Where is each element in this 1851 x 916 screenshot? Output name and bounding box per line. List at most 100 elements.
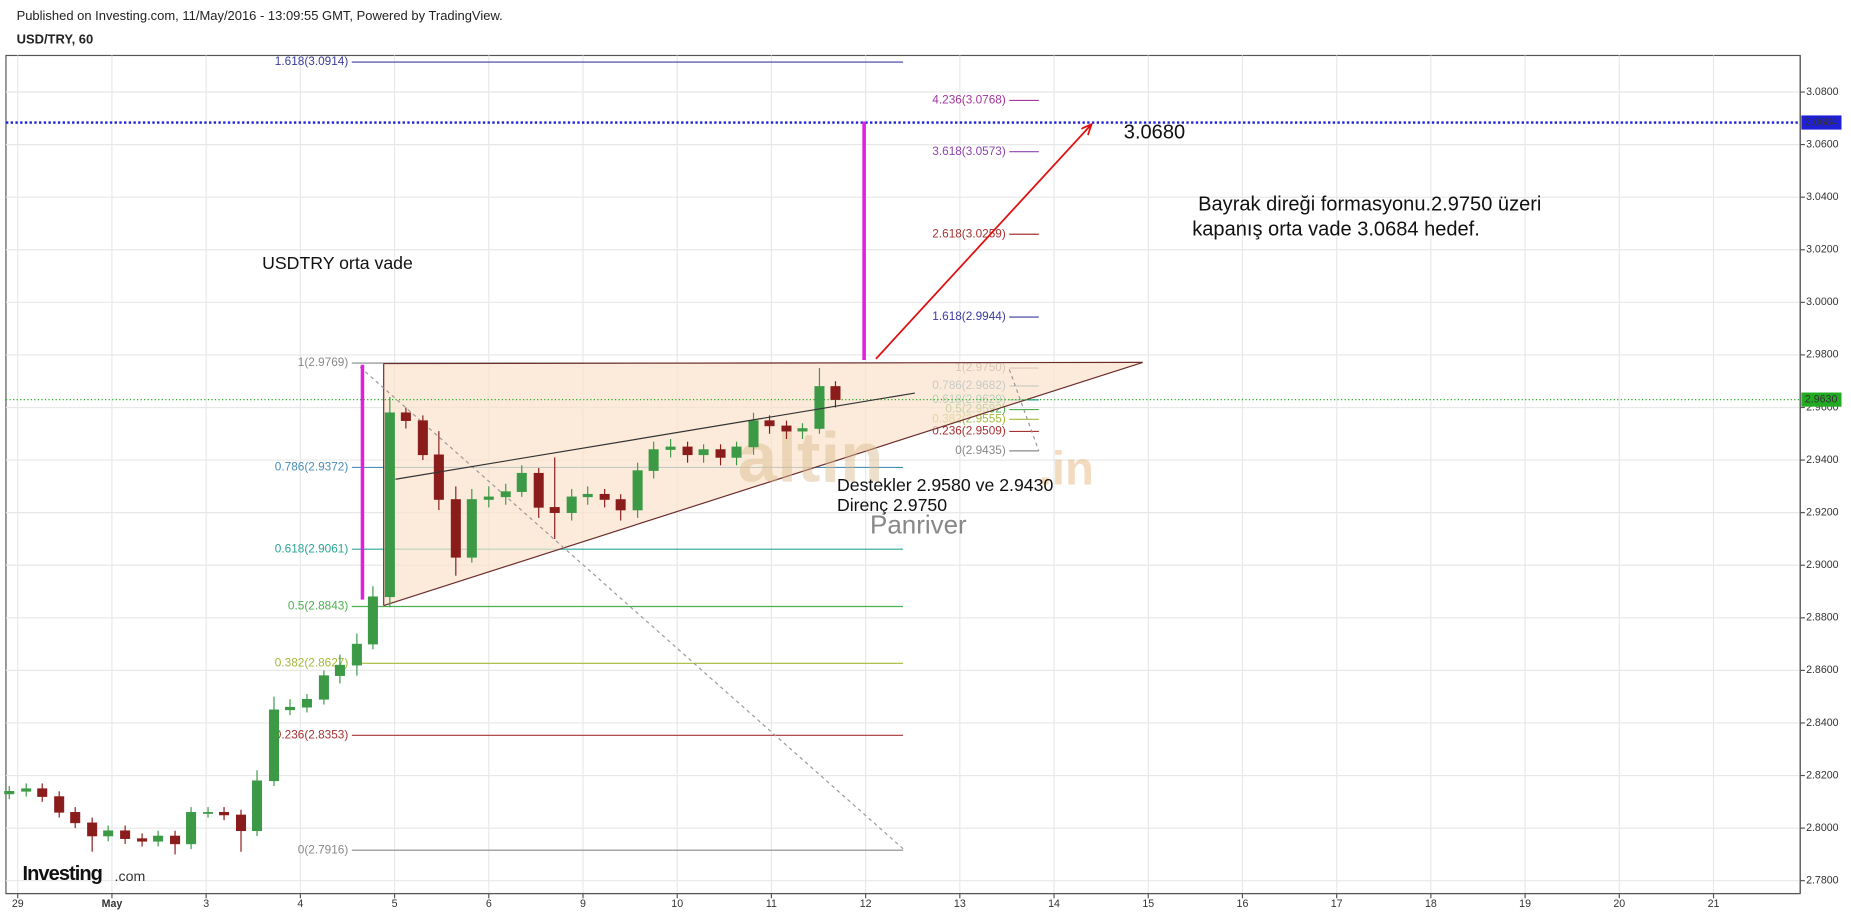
candle-body	[367, 596, 378, 645]
candle-body	[582, 493, 593, 498]
y-tick-label: 2.8800	[1806, 612, 1839, 624]
plot-frame	[5, 54, 1801, 895]
x-tick-label: 13	[954, 898, 966, 910]
candle-body	[748, 420, 759, 448]
fib-label: 0(2.9435)	[955, 443, 1006, 457]
target-arrow	[875, 125, 1091, 360]
y-tick-label: 2.9200	[1806, 506, 1839, 518]
annotation: 3.0680	[1124, 122, 1185, 144]
candle-body	[599, 493, 610, 500]
candle-body	[21, 788, 32, 792]
candle-body	[400, 412, 411, 421]
candle-body	[334, 664, 345, 676]
candle-body	[318, 675, 329, 700]
y-tick-label: 2.8200	[1806, 769, 1839, 781]
candle-body	[715, 449, 726, 458]
candle-body	[814, 386, 825, 429]
y-tick-label: 3.0800	[1806, 86, 1839, 98]
candle-body	[120, 830, 131, 839]
x-tick-label: 10	[671, 898, 683, 910]
fib-label: 0.236(2.8353)	[275, 727, 349, 741]
y-tick-label: 3.0000	[1806, 296, 1839, 308]
candle-body	[137, 838, 148, 842]
annotation: Direnç 2.9750	[837, 495, 947, 515]
price-label-box	[1801, 115, 1842, 130]
x-tick-label: 5	[392, 898, 398, 910]
drawings-under: altin .in	[359, 361, 1143, 850]
fib-label: 0.618(2.9061)	[275, 541, 349, 555]
candle-body	[516, 472, 527, 492]
x-tick-label: 18	[1425, 898, 1437, 910]
candle-body	[153, 835, 164, 842]
candle-body	[186, 812, 197, 845]
x-tick-label: 12	[860, 898, 872, 910]
candle-body	[466, 499, 477, 558]
price-lines	[5, 121, 1801, 401]
annotation: Destekler 2.9580 ve 2.9430	[837, 475, 1053, 495]
annotation: USDTRY orta vade	[262, 253, 413, 273]
candle-body	[203, 812, 214, 814]
x-tick-label: 4	[297, 898, 303, 910]
fib-label: 0.236(2.9509)	[932, 424, 1006, 438]
chart-title: USD/TRY, 60	[17, 32, 94, 47]
candle-body	[351, 643, 362, 666]
x-tick-label: 3	[203, 898, 209, 910]
candle-body	[252, 780, 263, 832]
x-tick-label: 6	[486, 898, 492, 910]
grid	[5, 55, 1801, 894]
candle-body	[4, 791, 15, 795]
price-label-box	[1801, 392, 1842, 407]
candle-body	[797, 428, 808, 432]
fib-diagonal	[1008, 369, 1040, 452]
candle-body	[37, 788, 48, 797]
candle-body	[533, 472, 544, 508]
trend-line	[395, 392, 915, 480]
candle-body	[682, 446, 693, 456]
watermark: .in	[1039, 443, 1094, 496]
x-tick-label: 20	[1613, 898, 1625, 910]
candle-body	[219, 812, 230, 816]
candle-body	[433, 454, 444, 500]
candle-body	[170, 835, 181, 845]
x-tick-label: 9	[580, 898, 586, 910]
y-tick-label: 2.9000	[1806, 559, 1839, 571]
candle-body	[731, 446, 742, 458]
candle-body	[648, 449, 659, 471]
candle-body	[500, 491, 511, 498]
candle-body	[235, 814, 247, 832]
y-tick-label: 2.7800	[1806, 875, 1839, 887]
subtitle: Published on Investing.com, 11/May/2016 …	[17, 8, 503, 23]
candle-body	[301, 699, 312, 708]
y-tick-label: 2.8400	[1806, 717, 1839, 729]
x-tick-label: 14	[1048, 898, 1060, 910]
candle-body	[549, 507, 560, 513]
candle-body	[268, 709, 280, 782]
fib-label: 0.5(2.8843)	[288, 599, 348, 613]
watermark: altin	[738, 418, 884, 497]
candle-body	[830, 386, 841, 400]
candle-body	[103, 830, 114, 837]
x-tick-label: 29	[12, 898, 24, 910]
flag-top	[383, 361, 1143, 365]
fib-label: 4.236(3.0768)	[932, 93, 1006, 107]
candle-body	[450, 499, 461, 558]
brand-logo: Investing	[22, 863, 102, 885]
x-tick-label: 17	[1331, 898, 1343, 910]
fib-diagonal	[359, 366, 904, 850]
axes: 29 May 3 4 5 6 9 10 11 12 13 14 15 16 17 18 19 20 21 2.7800…	[5, 55, 1842, 910]
drawings-over: USDTRY orta vade 3.0680 Bayrak direği fo…	[22, 121, 1541, 885]
fib-label: 0.786(2.9372)	[275, 460, 349, 474]
annotation: Panriver	[870, 509, 967, 539]
candle-body	[87, 822, 98, 837]
x-tick-label: 19	[1519, 898, 1531, 910]
price-label: 3.0684	[1805, 116, 1838, 128]
x-tick-label: 11	[766, 898, 777, 910]
price-label: 2.9630	[1805, 393, 1838, 405]
y-tick-label: 3.0400	[1806, 191, 1839, 203]
candle-body	[70, 812, 81, 824]
candle-body	[698, 449, 709, 456]
candle-body	[764, 420, 775, 427]
x-tick-label: 15	[1142, 898, 1154, 910]
y-tick-label: 2.8000	[1806, 822, 1839, 834]
